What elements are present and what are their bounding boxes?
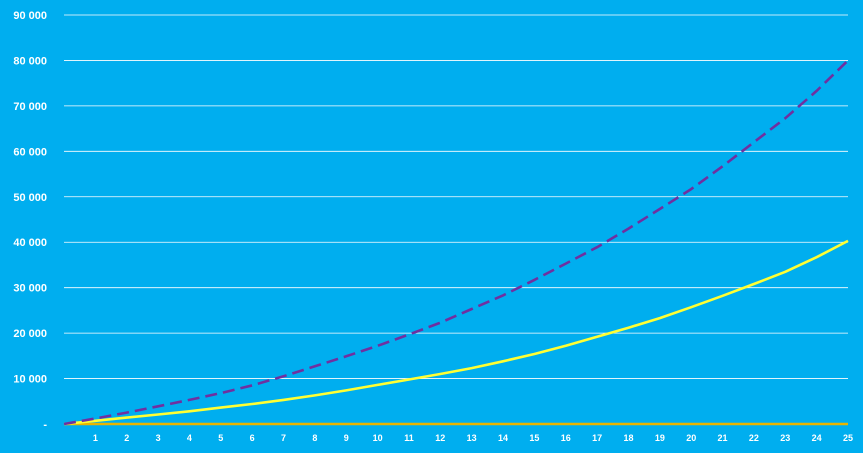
x-tick-label: 6 bbox=[250, 433, 255, 443]
x-tick-label: 9 bbox=[344, 433, 349, 443]
x-axis-tick-labels: 1 2 3 4 5 6 7 8 9 10 11 12 13 14 15 16 17 18 19 20 21 22 23 24 2… bbox=[93, 433, 853, 443]
x-tick-label: 19 bbox=[655, 433, 665, 443]
y-tick-label: 80 000 bbox=[13, 55, 47, 67]
x-tick-label: 13 bbox=[467, 433, 477, 443]
x-tick-label: 16 bbox=[561, 433, 571, 443]
x-tick-label: 17 bbox=[592, 433, 602, 443]
gridlines bbox=[64, 14, 848, 379]
x-tick-label: 24 bbox=[812, 433, 822, 443]
series-line-1 bbox=[63, 59, 849, 426]
x-tick-label: 15 bbox=[529, 433, 539, 443]
x-tick-label: 11 bbox=[404, 433, 414, 443]
x-tick-label: 18 bbox=[623, 433, 633, 443]
y-tick-label: 90 000 bbox=[13, 10, 47, 22]
y-tick-label: 70 000 bbox=[13, 101, 47, 113]
x-tick-label: 20 bbox=[686, 433, 696, 443]
x-tick-label: 25 bbox=[843, 433, 853, 443]
x-tick-label: 8 bbox=[312, 433, 317, 443]
x-tick-label: 4 bbox=[187, 433, 192, 443]
x-tick-label: 2 bbox=[124, 433, 129, 443]
y-tick-label: 20 000 bbox=[13, 328, 47, 340]
x-tick-label: 7 bbox=[281, 433, 286, 443]
x-tick-label: 22 bbox=[749, 433, 759, 443]
x-tick-label: 12 bbox=[435, 433, 445, 443]
y-tick-label: 60 000 bbox=[13, 146, 47, 158]
y-tick-label: 50 000 bbox=[13, 192, 47, 204]
x-tick-label: 21 bbox=[718, 433, 728, 443]
y-tick-label: - bbox=[43, 419, 47, 431]
y-axis-tick-labels: - 10 000 20 000 30 000 40 000 50 000 60 000 70 … bbox=[13, 10, 47, 431]
x-tick-label: 3 bbox=[156, 433, 161, 443]
x-tick-label: 5 bbox=[218, 433, 223, 443]
x-tick-label: 14 bbox=[498, 433, 508, 443]
series-lines bbox=[63, 59, 849, 426]
y-tick-label: 30 000 bbox=[13, 283, 47, 295]
series-line-2 bbox=[63, 239, 849, 426]
y-tick-label: 40 000 bbox=[13, 237, 47, 249]
y-tick-label: 10 000 bbox=[13, 374, 47, 386]
x-tick-label: 10 bbox=[373, 433, 383, 443]
x-tick-label: 23 bbox=[780, 433, 790, 443]
x-tick-label: 1 bbox=[93, 433, 98, 443]
